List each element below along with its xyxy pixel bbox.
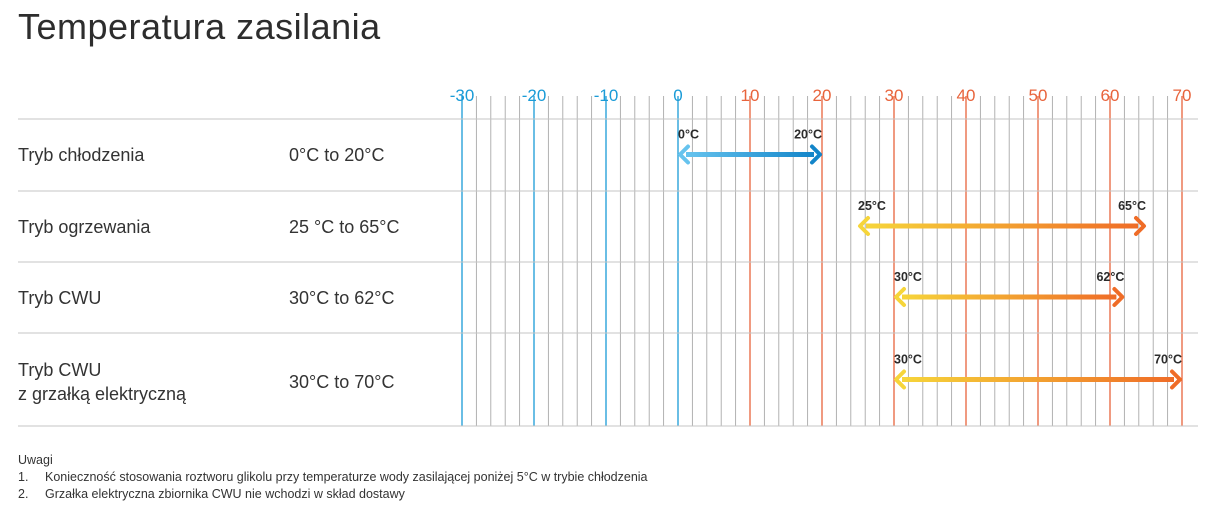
- x-axis-ticks: -30 -20 -10 0 10 20 30 40 50 60 70: [450, 86, 1192, 105]
- range-start-label: 30°C: [894, 353, 922, 367]
- x-tick-label: -30: [450, 86, 475, 105]
- range-end-label: 65°C: [1118, 199, 1146, 213]
- row-range-text: 25 °C to 65°C: [289, 216, 400, 237]
- arrow-head-right: [1170, 369, 1182, 390]
- range-start-label: 0°C: [678, 128, 699, 142]
- row-mode-label: Tryb CWU z grzałką elektryczną: [18, 358, 186, 406]
- range-arrows: 0°C 20°C 25°C 65°C 30°C 62°C 30°C 70°C: [678, 128, 1182, 390]
- range-end-label: 20°C: [794, 128, 822, 142]
- arrow-head-right: [810, 144, 822, 165]
- range-bar: [686, 152, 814, 157]
- range-bar: [902, 377, 1174, 382]
- notes-heading: Uwagi: [18, 453, 53, 467]
- note-number: 1.: [18, 470, 29, 484]
- note-item: 2. Grzałka elektryczna zbiornika CWU nie…: [18, 486, 648, 503]
- row-range-text: 30°C to 70°C: [289, 371, 395, 392]
- range-end-label: 62°C: [1096, 270, 1124, 284]
- x-tick-label: 10: [741, 86, 760, 105]
- arrow-head-left: [894, 287, 906, 307]
- row-mode-label: Tryb CWU: [18, 286, 101, 310]
- notes-section: Uwagi 1. Konieczność stosowania roztworu…: [18, 452, 648, 503]
- row-range-text: 0°C to 20°C: [289, 145, 385, 165]
- range-arrow: [894, 369, 1182, 390]
- range-bar: [866, 223, 1138, 229]
- range-bar: [902, 294, 1117, 300]
- range-end-label: 70°C: [1154, 353, 1182, 367]
- x-tick-label: 50: [1029, 86, 1048, 105]
- arrow-head-left: [894, 369, 906, 390]
- x-tick-label: 20: [813, 86, 832, 105]
- x-tick-label: 70: [1173, 86, 1192, 105]
- row-mode-label-line: Tryb CWU: [18, 287, 102, 308]
- row-mode-label: Tryb chłodzenia: [18, 143, 144, 167]
- arrow-head-left: [678, 144, 690, 165]
- row-range-text: 30°C to 62°C: [289, 287, 395, 308]
- row-mode-label-line: Tryb chłodzenia: [18, 145, 145, 165]
- page-title: Temperatura zasilania: [18, 6, 381, 47]
- x-tick-label: 30: [885, 86, 904, 105]
- x-tick-label: -10: [594, 86, 619, 105]
- arrow-head-right: [1134, 216, 1146, 236]
- row-mode-label-line: Tryb ogrzewania: [18, 216, 151, 237]
- note-text: Konieczność stosowania roztworu glikolu …: [45, 470, 648, 484]
- range-arrow: [858, 216, 1146, 236]
- row-separators: [18, 118, 1198, 427]
- range-arrow: [678, 144, 822, 165]
- row-mode-label-line: Tryb CWU: [18, 359, 102, 380]
- range-start-label: 25°C: [858, 199, 886, 213]
- note-item: 1. Konieczność stosowania roztworu gliko…: [18, 469, 648, 486]
- arrow-head-left: [858, 216, 870, 236]
- x-tick-label: -20: [522, 86, 547, 105]
- x-tick-label: 40: [957, 86, 976, 105]
- note-number: 2.: [18, 487, 29, 501]
- arrow-head-right: [1112, 287, 1125, 307]
- row-mode-label-line: z grzałką elektryczną: [18, 383, 187, 404]
- x-tick-label: 0: [673, 86, 682, 105]
- range-arrow: [894, 287, 1125, 307]
- range-start-label: 30°C: [894, 270, 922, 284]
- x-tick-label: 60: [1101, 86, 1120, 105]
- note-text: Grzałka elektryczna zbiornika CWU nie wc…: [45, 487, 405, 501]
- row-mode-label: Tryb ogrzewania: [18, 215, 150, 239]
- grid-lines: [461, 96, 1183, 426]
